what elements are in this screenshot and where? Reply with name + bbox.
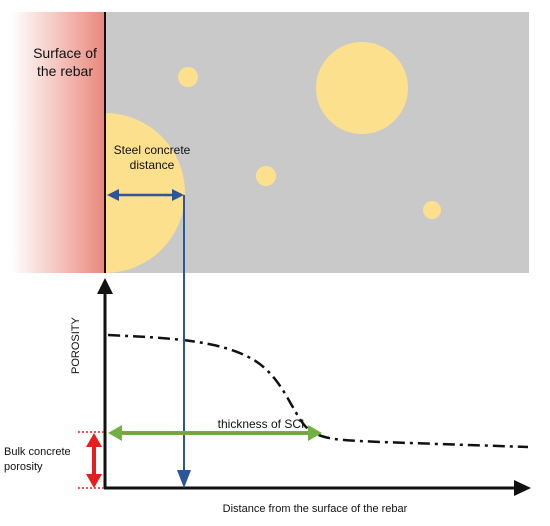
projection-arrowhead-down-icon	[177, 470, 191, 488]
x-axis-arrowhead-icon	[514, 480, 531, 496]
y-axis-label: POROSITY	[70, 317, 82, 374]
steel-concrete-arrowhead-right-icon	[172, 189, 184, 201]
steel-concrete-arrowhead-left-icon	[107, 189, 119, 201]
large-void-at-interface	[105, 113, 185, 273]
y-axis-arrowhead-icon	[97, 278, 113, 294]
void-large	[316, 42, 408, 134]
rebar-surface-label: Surface of the rebar	[33, 45, 97, 79]
sci-arrowhead-left-icon	[108, 425, 122, 441]
bulk-porosity-label: Bulk concrete porosity	[4, 446, 71, 473]
sci-arrowhead-right-icon	[308, 425, 322, 441]
steel-concrete-distance-label: Steel concrete distance	[113, 143, 191, 172]
porosity-curve	[107, 333, 529, 449]
bulk-porosity-arrowhead-down-icon	[86, 474, 102, 488]
sci-thickness-label: thickness of SCI	[217, 417, 305, 431]
x-axis-label: Distance from the surface of the rebar	[222, 503, 408, 515]
concrete-voids	[105, 42, 441, 273]
void-small-3	[423, 201, 441, 219]
void-small-2	[256, 166, 276, 186]
void-small-1	[178, 67, 198, 87]
rebar-section	[11, 12, 105, 273]
bulk-porosity-arrowhead-up-icon	[86, 433, 102, 447]
